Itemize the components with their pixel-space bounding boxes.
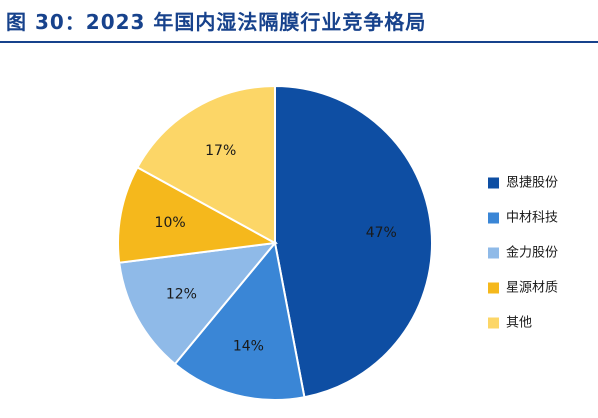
pie-slice-label-4: 17% (205, 143, 236, 159)
legend-label-3: 星源材质 (506, 281, 558, 296)
pie-slice-label-3: 10% (155, 215, 186, 231)
pie-slice-0 (274, 84, 434, 399)
pie-slice-3 (117, 166, 279, 264)
pie-slice-label-1: 14% (233, 338, 264, 354)
legend-label-1: 中材科技 (506, 211, 558, 226)
chart-title: 图 30：2023 年国内湿法隔膜行业竞争格局 (6, 10, 427, 34)
pie-slice-label-0: 47% (366, 225, 397, 241)
pie-slice-4 (136, 84, 276, 245)
pie-slice-1 (173, 240, 306, 402)
pie-slice-2 (118, 241, 278, 366)
legend-label-4: 其他 (506, 316, 532, 331)
legend-swatch-4 (488, 317, 499, 329)
pie-slices (117, 84, 434, 402)
pie-labels: 47% 14% 12% 10% 17% (155, 143, 397, 354)
legend-label-0: 恩捷股份 (506, 176, 558, 191)
legend-swatch-3 (488, 282, 499, 294)
legend-label-2: 金力股份 (506, 245, 558, 261)
title-divider (0, 41, 598, 43)
pie-slice-label-2: 12% (166, 286, 197, 302)
legend-swatch-2 (488, 247, 499, 259)
legend-swatch-0 (488, 177, 499, 189)
legend-swatch-1 (488, 212, 499, 224)
